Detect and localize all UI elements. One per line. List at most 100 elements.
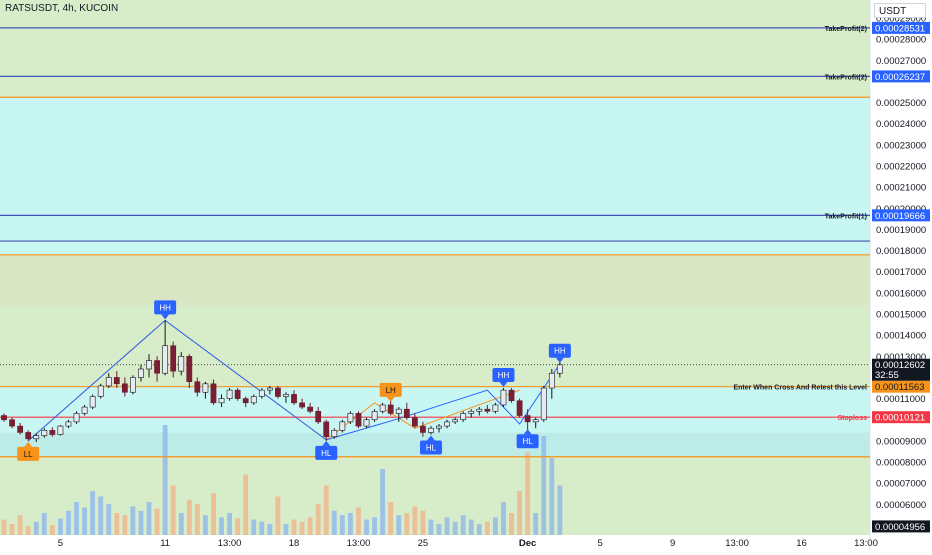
level-label: TakeProfit(2) — [825, 74, 867, 81]
price-zone — [0, 456, 870, 535]
volume-bar — [275, 496, 281, 535]
volume-bar — [517, 491, 522, 535]
candle-body — [476, 408, 483, 412]
volume-bar — [420, 510, 426, 535]
swing-label: HH — [548, 343, 571, 363]
volume-bar — [235, 518, 241, 535]
level-label: Stoploss — [837, 415, 867, 422]
candle-body — [355, 413, 362, 427]
volume-bar — [364, 519, 369, 535]
candle-body — [49, 430, 56, 435]
swing-label: HL — [419, 435, 442, 455]
volume-bar — [493, 517, 498, 535]
y-tick-label: 0.00029000 — [876, 13, 926, 24]
swing-label: LH — [379, 382, 402, 402]
volume-bar — [380, 469, 386, 535]
swing-label-pointer — [24, 441, 33, 447]
swing-label-pointer — [322, 440, 331, 446]
price-tag-text: 0.00011563 — [875, 382, 925, 393]
candle-body — [283, 394, 289, 397]
volume-bar — [194, 504, 200, 535]
volume-bar — [404, 513, 410, 535]
candle-body — [202, 383, 209, 393]
volume-bar — [468, 519, 474, 535]
last-price-value: 0.00012602 — [875, 360, 925, 371]
volume-bar — [17, 515, 23, 535]
x-tick-label: 16 — [796, 538, 807, 549]
volume-bar — [98, 496, 104, 535]
volume-bar — [323, 485, 329, 535]
level-price-tag: 0.00011563 — [872, 380, 930, 393]
level-price-tag: 0.00019666 — [872, 209, 930, 222]
y-tick-label: 0.00014000 — [876, 331, 926, 342]
x-tick-label: 25 — [418, 538, 429, 549]
swing-label: HH — [492, 368, 515, 388]
price-zone — [0, 254, 870, 306]
volume-bar — [227, 513, 232, 535]
volume-bar — [211, 493, 216, 535]
candle-body — [331, 430, 338, 437]
level-label: Enter When Cross And Retest this Level — [733, 385, 867, 392]
candle-body — [452, 419, 459, 423]
volume-bar — [33, 521, 39, 535]
candle-body — [532, 419, 539, 423]
x-tick-label: 5 — [597, 538, 602, 549]
candle-body — [146, 360, 152, 370]
candle-body — [138, 368, 144, 378]
volume-bar — [541, 436, 547, 535]
swing-label: HL — [516, 429, 539, 449]
volume-bar — [331, 510, 337, 535]
candle-body — [65, 421, 72, 427]
y-tick-label: 0.00006000 — [876, 500, 926, 511]
x-tick-label: 9 — [670, 538, 675, 549]
candle-body — [299, 402, 305, 408]
candle-body — [234, 389, 241, 399]
candle-body — [460, 413, 467, 421]
y-tick-label: 0.00009000 — [876, 436, 926, 447]
volume-bar — [339, 515, 345, 535]
swing-label-box — [548, 343, 571, 358]
volume-bar — [283, 524, 289, 535]
currency-selector[interactable]: USDT — [874, 3, 926, 18]
candle-body — [387, 404, 394, 414]
volume-bar — [501, 502, 506, 535]
volume-bar — [162, 425, 168, 535]
level-price-tag: 0.00010121 — [872, 411, 930, 424]
volume-bar — [130, 506, 136, 535]
volume-bar — [74, 502, 79, 535]
candle-body — [41, 430, 48, 436]
candle-body — [484, 408, 491, 412]
candle-body — [17, 425, 24, 433]
volume-bar — [25, 526, 31, 535]
volume-bar — [291, 519, 297, 535]
x-tick-label: 13:00 — [725, 538, 749, 549]
volume-bar — [348, 513, 353, 535]
candle-body — [339, 421, 346, 431]
price-tag-text: 0.00028531 — [875, 23, 925, 34]
candle-body — [540, 387, 547, 421]
candle-body — [97, 385, 104, 397]
swing-label: LL — [17, 441, 40, 461]
volume-bar — [9, 524, 15, 535]
volume-bar — [549, 458, 555, 535]
level-label: TakeProfit(1) — [825, 213, 867, 220]
swing-label-text: HH — [498, 371, 510, 380]
swing-label-text: HL — [523, 437, 534, 446]
volume-bar — [509, 513, 514, 535]
y-tick-label: 0.00023000 — [876, 140, 926, 151]
candle-body — [226, 389, 233, 399]
volume-bar — [396, 515, 402, 535]
swing-label-box — [154, 300, 177, 315]
candle-body — [371, 410, 378, 421]
volume-bar — [1, 519, 7, 535]
volume-bar — [114, 513, 120, 535]
y-tick-label: 0.00015000 — [876, 310, 926, 321]
swing-label-text: HL — [321, 449, 332, 458]
candle-body — [516, 400, 523, 416]
candle-body — [250, 396, 257, 404]
candle-body — [121, 383, 128, 393]
y-tick-label: 0.00019000 — [876, 225, 926, 236]
level-price-tag: 0.00026237 — [872, 70, 930, 83]
